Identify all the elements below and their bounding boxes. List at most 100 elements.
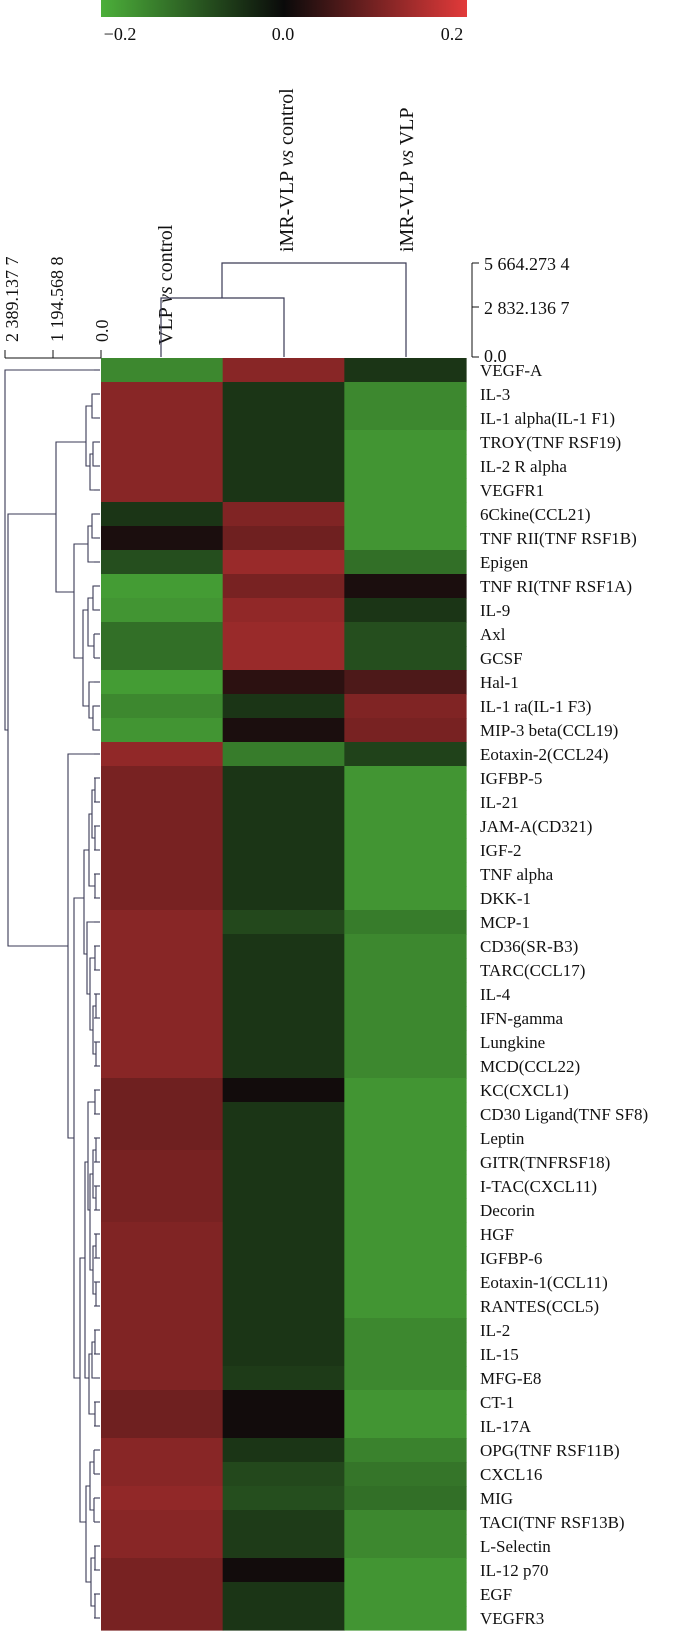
row-dendrogram-link	[4, 369, 94, 731]
row-label: IL-1 alpha(IL-1 F1)	[480, 409, 615, 428]
heatmap-cell	[344, 1390, 467, 1415]
row-dendrogram	[4, 369, 100, 1619]
row-label: Decorin	[480, 1201, 535, 1220]
heatmap-cell	[222, 1366, 345, 1391]
row-dendrogram-link	[73, 543, 88, 659]
heatmap-cell	[222, 622, 345, 647]
row-label: L-Selectin	[480, 1537, 551, 1556]
heatmap-cell	[222, 1606, 345, 1631]
heatmap-cell	[222, 550, 345, 575]
heatmap-cell	[222, 502, 345, 527]
heatmap-cell	[222, 718, 345, 743]
row-label: IL-4	[480, 985, 511, 1004]
heatmap-cell	[222, 1438, 345, 1463]
column-label: iMR-VLP vs VLP	[396, 108, 418, 252]
heatmap-cell	[222, 1150, 345, 1175]
row-label: IL-21	[480, 793, 519, 812]
heatmap-cell	[222, 1126, 345, 1151]
row-label: DKK-1	[480, 889, 531, 908]
heatmap-cell	[344, 1222, 467, 1247]
heatmap-cell	[101, 958, 224, 983]
heatmap-cell	[344, 670, 467, 695]
row-dendrogram-link	[92, 441, 94, 467]
heatmap-cell	[222, 1534, 345, 1559]
column-axis-tick-zero: 0.0	[484, 346, 507, 366]
row-dendrogram-link	[91, 513, 94, 539]
heatmap-cell	[101, 1390, 224, 1415]
column-label: VLP vs control	[155, 224, 177, 345]
row-dendrogram-link	[55, 441, 86, 593]
row-label: IL-9	[480, 601, 510, 620]
row-label: MCD(CCL22)	[480, 1057, 580, 1076]
heatmap-cell	[344, 862, 467, 887]
heatmap-cell	[344, 718, 467, 743]
heatmap-cell	[101, 382, 224, 407]
heatmap-cell	[222, 598, 345, 623]
heatmap-cell	[222, 1054, 345, 1079]
row-dendrogram-link	[85, 1485, 91, 1583]
heatmap-cell	[101, 478, 224, 503]
row-dendrogram-link	[89, 453, 94, 491]
row-dendrogram-link	[88, 1353, 95, 1415]
heatmap-cell	[344, 574, 467, 599]
heatmap-cell	[101, 1222, 224, 1247]
row-label: TACI(TNF RSF13B)	[480, 1513, 625, 1532]
heatmap-cell	[344, 1030, 467, 1055]
row-label: TNF RI(TNF RSF1A)	[480, 577, 632, 596]
heatmap-cell	[222, 790, 345, 815]
heatmap-cell	[222, 1006, 345, 1031]
heatmap-cell	[101, 1366, 224, 1391]
heatmap-cell	[222, 454, 345, 479]
heatmap-cell	[222, 1294, 345, 1319]
column-dendrogram	[160, 262, 407, 357]
column-labels: VLP vs control iMR-VLP vs control iMR-VLP …	[155, 88, 418, 345]
heatmap-cell	[344, 1006, 467, 1031]
heatmap-cell	[222, 958, 345, 983]
row-label: GCSF	[480, 649, 523, 668]
heatmap-cell	[344, 886, 467, 911]
heatmap-cell	[344, 478, 467, 503]
heatmap-cell	[101, 598, 224, 623]
heatmap-cell	[222, 694, 345, 719]
heatmap-cell	[344, 1510, 467, 1535]
heatmap-cell	[222, 382, 345, 407]
heatmap-cell	[101, 622, 224, 647]
heatmap-cell	[344, 1342, 467, 1367]
row-axis-tick-left: 2 389.137 7	[2, 257, 22, 343]
row-dendrogram-link	[67, 753, 94, 1139]
heatmap-cell	[222, 574, 345, 599]
row-dendrogram-link	[92, 585, 94, 611]
row-dendrogram-link	[91, 1341, 95, 1379]
row-label: TARC(CCL17)	[480, 961, 585, 980]
row-label: Epigen	[480, 553, 529, 572]
heatmap-cell	[344, 382, 467, 407]
heatmap-cell	[344, 1294, 467, 1319]
heatmap-cell	[344, 982, 467, 1007]
heatmap-cell	[344, 430, 467, 455]
row-label: IGF-2	[480, 841, 522, 860]
heatmap-cell	[222, 1198, 345, 1223]
row-label: Eotaxin-1(CCL11)	[480, 1273, 608, 1292]
heatmap-cell	[222, 1222, 345, 1247]
heatmap-cell	[344, 1582, 467, 1607]
heatmap-cell	[222, 1318, 345, 1343]
row-axis-tick-zero: 0.0	[92, 320, 112, 343]
heatmap-cell	[101, 1078, 224, 1103]
heatmap-cell	[101, 1582, 224, 1607]
heatmap-cell	[222, 982, 345, 1007]
heatmap-cell	[344, 1534, 467, 1559]
heatmap-cell	[101, 1006, 224, 1031]
row-label: HGF	[480, 1225, 514, 1244]
row-label: MFG-E8	[480, 1369, 541, 1388]
heatmap-cell	[344, 1270, 467, 1295]
row-label: CD36(SR-B3)	[480, 937, 578, 956]
heatmap-cell	[344, 550, 467, 575]
heatmap-cell	[101, 1102, 224, 1127]
row-label: IGFBP-6	[480, 1249, 542, 1268]
heatmap-cell	[101, 742, 224, 767]
heatmap-cell	[344, 1126, 467, 1151]
heatmap-cell	[344, 1198, 467, 1223]
heatmap-cell	[344, 1054, 467, 1079]
heatmap-cell	[101, 1558, 224, 1583]
